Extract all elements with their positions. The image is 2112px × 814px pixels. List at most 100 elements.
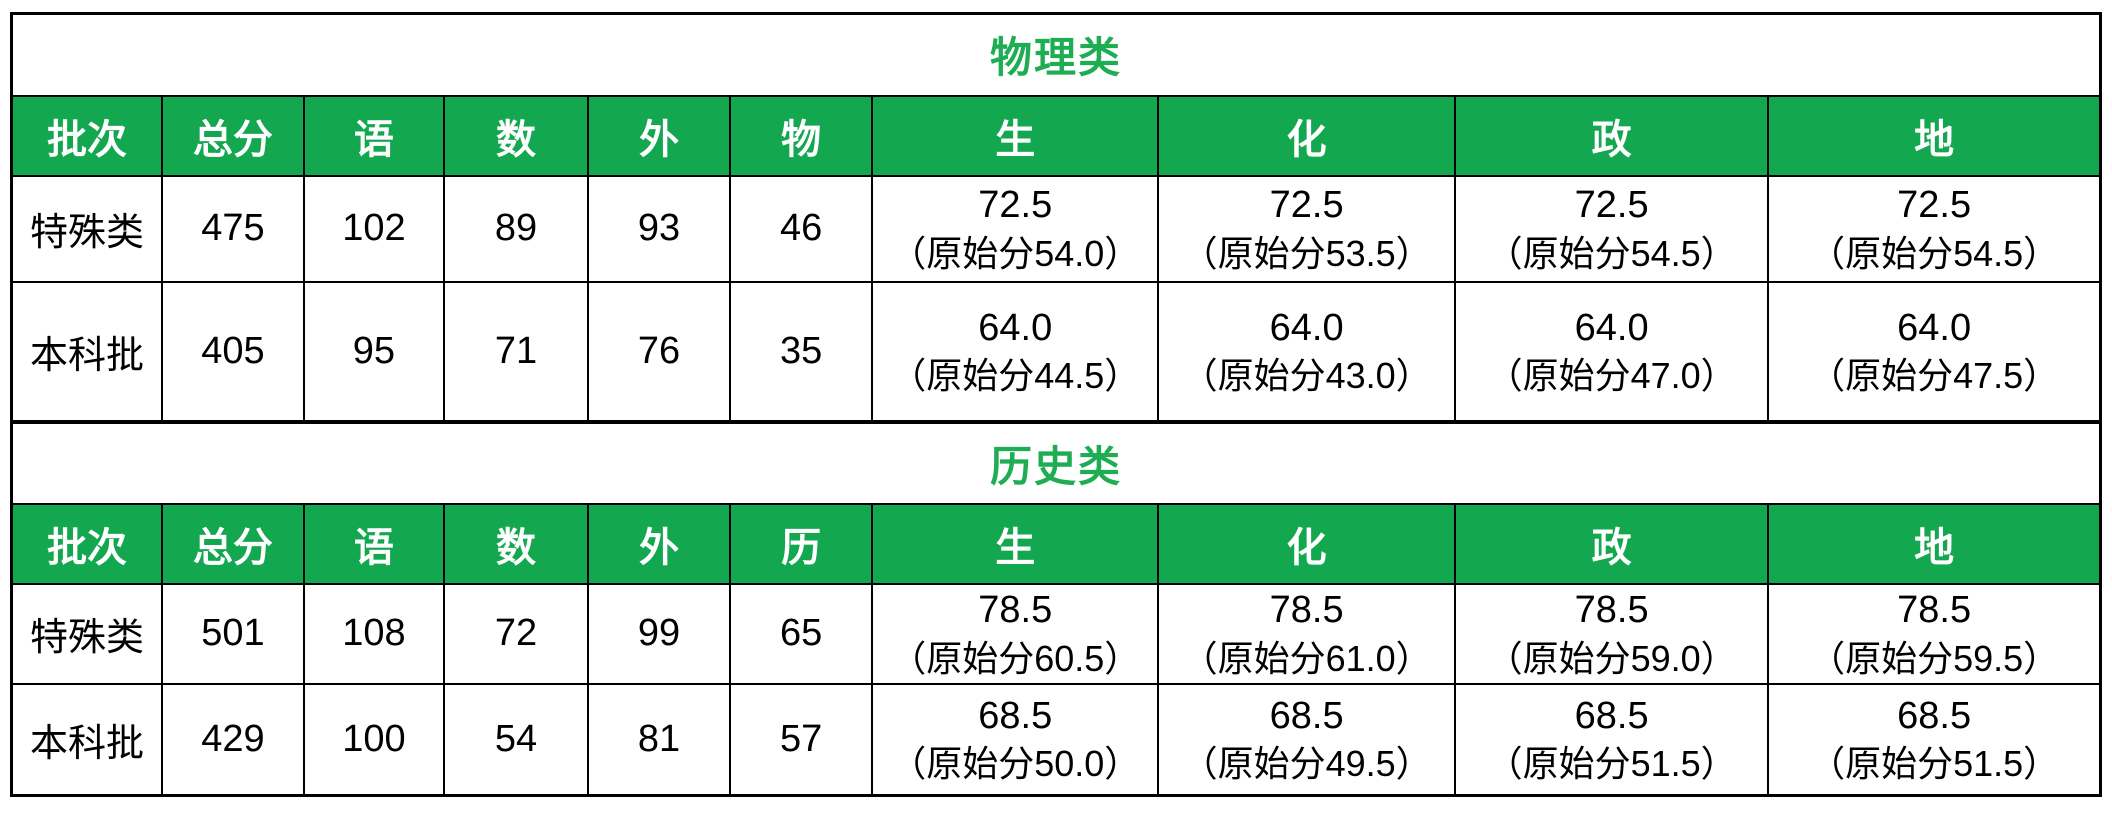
table-row: 本科批 429 100 54 81 57 68.5 （原始分50.0） 68.5… [10, 682, 2102, 797]
section-title-physics: 物理类 [10, 12, 2102, 97]
row-label: 特殊类 [10, 582, 163, 685]
assigned-score: 68.5 [1897, 695, 1972, 738]
total-score-cell: 429 [160, 682, 305, 797]
chinese-score-cell: 95 [302, 280, 445, 423]
table-row: 本科批 405 95 71 76 35 64.0 （原始分44.5） 64.0 … [10, 280, 2102, 423]
physics-score-cell: 35 [729, 280, 874, 423]
assigned-score: 72.5 [978, 184, 1053, 227]
assigned-score: 68.5 [1269, 695, 1344, 738]
assigned-score: 68.5 [978, 695, 1053, 738]
geography-score-cell: 78.5 （原始分59.5） [1767, 582, 2102, 685]
header-biology: 生 [871, 502, 1160, 585]
raw-score-note: （原始分47.5） [1809, 355, 2060, 397]
header-chinese: 语 [302, 502, 445, 585]
header-politics: 政 [1453, 94, 1770, 177]
raw-score-note: （原始分61.0） [1181, 637, 1432, 679]
biology-score-cell: 64.0 （原始分44.5） [871, 280, 1160, 423]
header-geography: 地 [1767, 94, 2102, 177]
chemistry-score-cell: 78.5 （原始分61.0） [1157, 582, 1456, 685]
assigned-score: 64.0 [1574, 306, 1649, 349]
chemistry-score-cell: 64.0 （原始分43.0） [1157, 280, 1456, 423]
score-table: 物理类 批次 总分 语 数 外 物 生 化 政 地 特殊类 475 102 89… [10, 12, 2102, 797]
raw-score-note: （原始分50.0） [890, 743, 1141, 785]
header-geography: 地 [1767, 502, 2102, 585]
assigned-score: 64.0 [1897, 306, 1972, 349]
politics-score-cell: 64.0 （原始分47.0） [1453, 280, 1770, 423]
raw-score-note: （原始分43.0） [1181, 355, 1432, 397]
raw-score-note: （原始分51.5） [1486, 743, 1737, 785]
header-chinese: 语 [302, 94, 445, 177]
history-score-cell: 65 [729, 582, 874, 685]
chinese-score-cell: 108 [302, 582, 445, 685]
math-score-cell: 89 [442, 174, 590, 283]
assigned-score: 64.0 [978, 306, 1053, 349]
biology-score-cell: 78.5 （原始分60.5） [871, 582, 1160, 685]
assigned-score: 72.5 [1269, 184, 1344, 227]
politics-score-cell: 68.5 （原始分51.5） [1453, 682, 1770, 797]
header-batch: 批次 [10, 502, 163, 585]
physics-score-cell: 46 [729, 174, 874, 283]
chinese-score-cell: 102 [302, 174, 445, 283]
math-score-cell: 72 [442, 582, 590, 685]
geography-score-cell: 68.5 （原始分51.5） [1767, 682, 2102, 797]
raw-score-note: （原始分47.0） [1486, 355, 1737, 397]
raw-score-note: （原始分44.5） [890, 355, 1141, 397]
table-row: 特殊类 475 102 89 93 46 72.5 （原始分54.0） 72.5… [10, 174, 2102, 283]
total-score-cell: 405 [160, 280, 305, 423]
header-math: 数 [442, 94, 590, 177]
assigned-score: 78.5 [1574, 589, 1649, 632]
section-history-title-row: 历史类 [10, 419, 2102, 505]
raw-score-note: （原始分49.5） [1181, 743, 1432, 785]
raw-score-note: （原始分59.5） [1809, 637, 2060, 679]
header-total: 总分 [160, 94, 305, 177]
header-batch: 批次 [10, 94, 163, 177]
geography-score-cell: 64.0 （原始分47.5） [1767, 280, 2102, 423]
geography-score-cell: 72.5 （原始分54.5） [1767, 174, 2102, 283]
assigned-score: 78.5 [1897, 589, 1972, 632]
foreign-score-cell: 99 [587, 582, 732, 685]
raw-score-note: （原始分53.5） [1181, 232, 1432, 274]
row-label: 本科批 [10, 682, 163, 797]
header-foreign: 外 [587, 502, 732, 585]
history-score-cell: 57 [729, 682, 874, 797]
assigned-score: 68.5 [1574, 695, 1649, 738]
assigned-score: 72.5 [1897, 184, 1972, 227]
raw-score-note: （原始分51.5） [1809, 743, 2060, 785]
header-chemistry: 化 [1157, 94, 1456, 177]
assigned-score: 78.5 [1269, 589, 1344, 632]
chemistry-score-cell: 72.5 （原始分53.5） [1157, 174, 1456, 283]
politics-score-cell: 78.5 （原始分59.0） [1453, 582, 1770, 685]
politics-score-cell: 72.5 （原始分54.5） [1453, 174, 1770, 283]
raw-score-note: （原始分59.0） [1486, 637, 1737, 679]
math-score-cell: 54 [442, 682, 590, 797]
header-biology: 生 [871, 94, 1160, 177]
header-math: 数 [442, 502, 590, 585]
total-score-cell: 501 [160, 582, 305, 685]
row-label: 本科批 [10, 280, 163, 423]
assigned-score: 72.5 [1574, 184, 1649, 227]
header-physics: 物 [729, 94, 874, 177]
chinese-score-cell: 100 [302, 682, 445, 797]
chemistry-score-cell: 68.5 （原始分49.5） [1157, 682, 1456, 797]
physics-header-row: 批次 总分 语 数 外 物 生 化 政 地 [10, 94, 2102, 177]
math-score-cell: 71 [442, 280, 590, 423]
assigned-score: 78.5 [978, 589, 1053, 632]
biology-score-cell: 68.5 （原始分50.0） [871, 682, 1160, 797]
section-title-history: 历史类 [10, 419, 2102, 505]
raw-score-note: （原始分54.0） [890, 232, 1141, 274]
raw-score-note: （原始分54.5） [1486, 232, 1737, 274]
raw-score-note: （原始分60.5） [890, 637, 1141, 679]
foreign-score-cell: 93 [587, 174, 732, 283]
header-total: 总分 [160, 502, 305, 585]
table-row: 特殊类 501 108 72 99 65 78.5 （原始分60.5） 78.5… [10, 582, 2102, 685]
total-score-cell: 475 [160, 174, 305, 283]
biology-score-cell: 72.5 （原始分54.0） [871, 174, 1160, 283]
header-chemistry: 化 [1157, 502, 1456, 585]
header-foreign: 外 [587, 94, 732, 177]
section-physics-title-row: 物理类 [10, 12, 2102, 97]
assigned-score: 64.0 [1269, 306, 1344, 349]
header-politics: 政 [1453, 502, 1770, 585]
foreign-score-cell: 76 [587, 280, 732, 423]
raw-score-note: （原始分54.5） [1809, 232, 2060, 274]
